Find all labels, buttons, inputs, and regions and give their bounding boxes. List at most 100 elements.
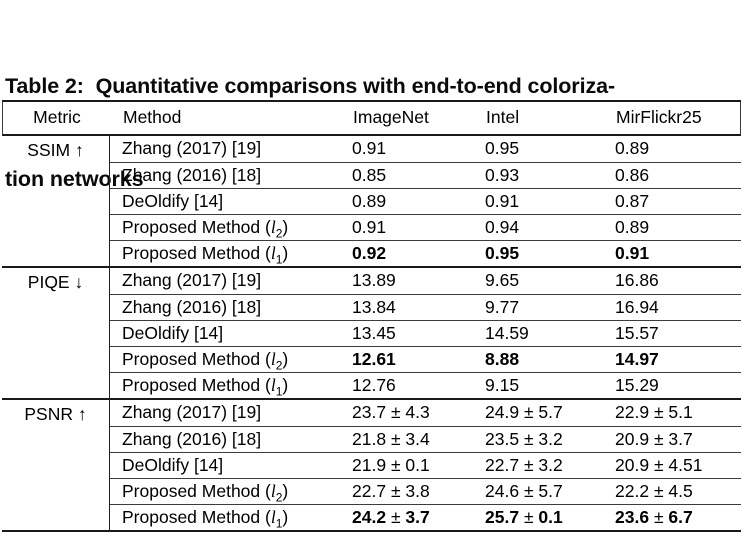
table-row: DeOldify [14] 0.89 0.91 0.87	[110, 188, 741, 214]
value-cell: 0.87	[615, 191, 650, 211]
plus-minus-sign: ±	[523, 507, 534, 527]
table-row: Proposed Method (l1) 24.2 ± 3.7 25.7 ± 0.1…	[110, 504, 741, 531]
math-ell: l	[270, 481, 276, 501]
value-cell: 24.6 ± 5.7	[485, 481, 563, 501]
header-method: Method	[123, 107, 182, 127]
table-row: Zhang (2016) [18] 21.8 ± 3.4 23.5 ± 3.2 20.…	[110, 426, 741, 452]
value-cell: 23.7 ± 4.3	[352, 402, 430, 422]
plus-minus-sign: ±	[653, 481, 664, 501]
math-ell: l	[270, 349, 276, 369]
value-cell: 9.15	[485, 375, 520, 395]
table-row: DeOldify [14] 13.45 14.59 15.57	[110, 320, 741, 346]
plus-minus-sign: ±	[523, 402, 534, 422]
value-cell: 0.89	[615, 138, 650, 158]
metric-section: SSIM ↑ Zhang (2017) [19] 0.91 0.95 0.89 Zhang…	[2, 136, 741, 267]
plus-minus-sign: ±	[653, 429, 664, 449]
math-ell: l	[270, 217, 276, 237]
value-cell: 0.91	[615, 243, 650, 263]
method-cell: Proposed Method (l2)	[122, 481, 289, 505]
method-cell: Proposed Method (l1)	[122, 375, 289, 399]
table-row: Proposed Method (l1) 0.92 0.95 0.91	[110, 240, 741, 267]
method-cell: DeOldify [14]	[122, 455, 224, 475]
plus-minus-sign: ±	[523, 481, 534, 501]
method-cell: DeOldify [14]	[122, 191, 224, 211]
method-cell: DeOldify [14]	[122, 323, 224, 343]
table-row: Zhang (2017) [19] 23.7 ± 4.3 24.9 ± 5.7 22.…	[110, 400, 741, 426]
table-header-row: Metric Method ImageNet Intel MirFlickr25	[2, 102, 741, 136]
table-row: Zhang (2017) [19] 13.89 9.65 16.86	[110, 268, 741, 294]
header-intel: Intel	[486, 107, 520, 127]
plus-minus-sign: ±	[653, 507, 664, 527]
plus-minus-sign: ±	[390, 507, 401, 527]
value-cell: 25.7 ± 0.1	[485, 507, 563, 527]
section-rows: Zhang (2017) [19] 13.89 9.65 16.86 Zhang (20…	[110, 268, 741, 399]
metric-section: PSNR ↑ Zhang (2017) [19] 23.7 ± 4.3 24.9 ± …	[2, 398, 741, 531]
value-cell: 8.88	[485, 349, 520, 369]
table-row: DeOldify [14] 21.9 ± 0.1 22.7 ± 3.2 20.9 ± …	[110, 452, 741, 478]
table-row: Zhang (2017) [19] 0.91 0.95 0.89	[110, 136, 741, 162]
metric-section: PIQE ↓ Zhang (2017) [19] 13.89 9.65 16.86 Zha…	[2, 266, 741, 399]
plus-minus-sign: ±	[653, 402, 664, 422]
value-cell: 0.91	[485, 191, 520, 211]
table-row: Proposed Method (l2) 0.91 0.94 0.89	[110, 214, 741, 241]
value-cell: 23.5 ± 3.2	[485, 429, 563, 449]
value-cell: 16.94	[615, 297, 659, 317]
value-cell: 20.9 ± 3.7	[615, 429, 693, 449]
value-cell: 0.89	[615, 217, 650, 237]
value-cell: 21.9 ± 0.1	[352, 455, 430, 475]
value-cell: 15.29	[615, 375, 659, 395]
math-ell: l	[270, 507, 276, 527]
value-cell: 14.59	[485, 323, 529, 343]
value-cell: 9.77	[485, 297, 520, 317]
method-cell: Zhang (2016) [18]	[122, 165, 262, 185]
value-cell: 0.93	[485, 165, 520, 185]
table-row: Zhang (2016) [18] 13.84 9.77 16.94	[110, 294, 741, 320]
value-cell: 0.91	[352, 217, 387, 237]
value-cell: 0.89	[352, 191, 387, 211]
caption-line-1: Table 2: Quantitative comparisons with e…	[5, 74, 616, 98]
value-cell: 21.8 ± 3.4	[352, 429, 430, 449]
method-cell: Proposed Method (l1)	[122, 507, 289, 531]
method-cell: Proposed Method (l2)	[122, 349, 289, 373]
plus-minus-sign: ±	[523, 455, 534, 475]
value-cell: 13.45	[352, 323, 396, 343]
method-cell: Zhang (2017) [19]	[122, 270, 262, 290]
value-cell: 13.84	[352, 297, 396, 317]
results-table: Metric Method ImageNet Intel MirFlickr25…	[2, 100, 741, 532]
metric-label: PSNR ↑	[2, 400, 110, 530]
value-cell: 9.65	[485, 270, 520, 290]
plus-minus-sign: ±	[390, 429, 401, 449]
plus-minus-sign: ±	[390, 481, 401, 501]
value-cell: 14.97	[615, 349, 659, 369]
value-cell: 0.95	[485, 138, 520, 158]
metric-label: SSIM ↑	[2, 136, 110, 266]
section-rows: Zhang (2017) [19] 23.7 ± 4.3 24.9 ± 5.7 22.…	[110, 400, 741, 531]
value-cell: 16.86	[615, 270, 659, 290]
value-cell: 13.89	[352, 270, 396, 290]
method-cell: Proposed Method (l1)	[122, 243, 289, 267]
plus-minus-sign: ±	[653, 455, 664, 475]
value-cell: 0.94	[485, 217, 520, 237]
value-cell: 22.9 ± 5.1	[615, 402, 693, 422]
plus-minus-sign: ±	[523, 429, 534, 449]
header-mirflickr25: MirFlickr25	[616, 107, 702, 127]
method-cell: Proposed Method (l2)	[122, 217, 289, 241]
value-cell: 24.2 ± 3.7	[352, 507, 430, 527]
value-cell: 22.7 ± 3.2	[485, 455, 563, 475]
section-rows: Zhang (2017) [19] 0.91 0.95 0.89 Zhang (2016…	[110, 136, 741, 267]
caption-line-2: tion networks	[5, 167, 144, 191]
math-ell: l	[270, 375, 276, 395]
value-cell: 0.86	[615, 165, 650, 185]
table-body: SSIM ↑ Zhang (2017) [19] 0.91 0.95 0.89 Zhang…	[2, 136, 741, 531]
value-cell: 23.6 ± 6.7	[615, 507, 693, 527]
value-cell: 22.2 ± 4.5	[615, 481, 693, 501]
table-row: Proposed Method (l2) 12.61 8.88 14.97	[110, 346, 741, 373]
method-cell: Zhang (2016) [18]	[122, 429, 262, 449]
header-imagenet: ImageNet	[353, 107, 429, 127]
math-ell: l	[270, 243, 276, 263]
method-cell: Zhang (2017) [19]	[122, 402, 262, 422]
value-cell: 0.85	[352, 165, 387, 185]
method-cell: Zhang (2017) [19]	[122, 138, 262, 158]
table-row: Proposed Method (l2) 22.7 ± 3.8 24.6 ± 5.7…	[110, 478, 741, 505]
